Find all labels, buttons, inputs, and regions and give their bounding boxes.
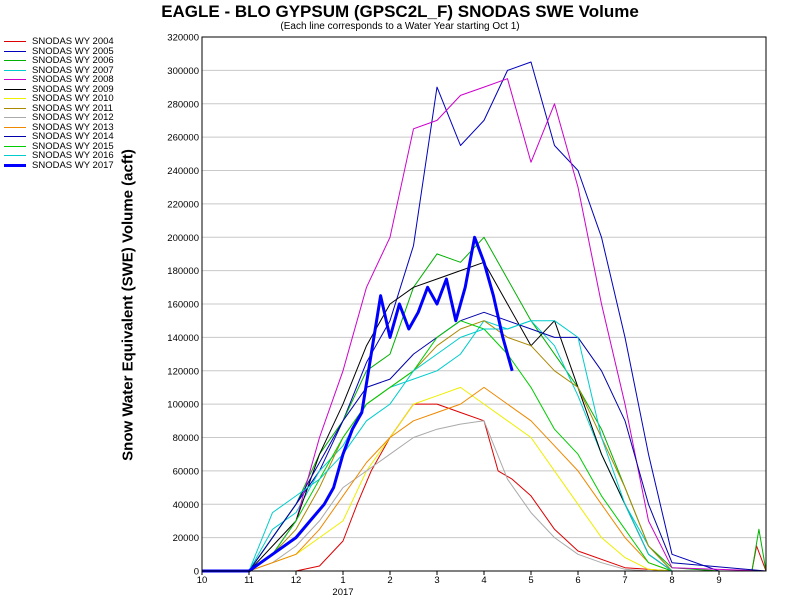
x-tick-label: 10 [197,575,208,586]
chart-title: EAGLE - BLO GYPSUM (GPSC2L_F) SNODAS SWE… [161,2,639,21]
y-tick-label: 240000 [167,166,199,177]
legend-label: SNODAS WY 2010 [32,93,114,104]
series-line [202,78,767,572]
x-tick-label: 5 [528,575,533,586]
legend-label: SNODAS WY 2009 [32,83,114,95]
y-tick-label: 280000 [167,99,199,110]
y-tick-label: 260000 [167,133,199,144]
x-tick-label: 7 [622,575,627,586]
y-tick-label: 60000 [173,466,199,477]
legend-item: SNODAS WY 2007 [4,64,134,76]
legend-item: SNODAS WY 2011 [4,102,134,114]
legend-item: SNODAS WY 2012 [4,113,134,123]
legend-label: SNODAS WY 2016 [32,150,114,161]
y-tick-label: 120000 [167,366,199,377]
legend-swatch [4,79,26,80]
series-lines [202,61,767,573]
legend-swatch [4,88,26,90]
legend-label: SNODAS WY 2008 [32,74,114,85]
x-tick-label: 1 [340,575,345,586]
x-tick-label: 8 [669,575,674,586]
y-tick-label: 80000 [173,433,199,444]
legend-label: SNODAS WY 2012 [32,112,114,123]
y-tick-label: 0 [194,567,199,578]
legend-swatch [4,107,26,109]
legend-swatch [4,60,26,61]
legend-swatch [4,155,26,156]
legend-item: SNODAS WY 2008 [4,75,134,85]
legend-label: SNODAS WY 2017 [32,159,114,171]
series-line [202,320,766,572]
series-line [202,235,514,573]
series-line [202,320,766,572]
legend-item: SNODAS WY 2016 [4,151,134,161]
x-tick-label: 2 [387,575,392,586]
legend-label: SNODAS WY 2015 [32,140,114,152]
x-tick-label: 6 [575,575,580,586]
legend-label: SNODAS WY 2004 [32,36,114,47]
legend-label: SNODAS WY 2013 [32,121,114,133]
y-axis-ticks: 0 20000 40000 60000 80000 100000 120000 140000 1… [167,33,199,578]
legend-swatch [4,50,26,52]
chart-subtitle: (Each line corresponds to a Water Year s… [280,21,520,32]
legend-swatch [4,69,26,71]
legend-item: SNODAS WY 2009 [4,83,134,95]
legend-item: SNODAS WY 2014 [4,132,134,142]
legend-swatch [4,41,26,42]
y-tick-label: 320000 [167,33,199,44]
x-tick-label: 9 [716,575,721,586]
legend-label: SNODAS WY 2006 [32,55,114,66]
legend-item: SNODAS WY 2013 [4,121,134,133]
chart-legend: SNODAS WY 2004 SNODAS WY 2005 SNODAS WY 20… [4,37,134,170]
x-year-label: 2017 [332,587,353,598]
y-tick-label: 40000 [173,500,199,511]
legend-swatch [4,163,26,167]
x-tick-label: 12 [291,575,302,586]
x-tick-label: 11 [244,575,254,586]
y-tick-label: 200000 [167,233,199,244]
legend-swatch [4,98,26,99]
legend-swatch [4,136,26,137]
y-tick-label: 300000 [167,66,199,77]
y-tick-label: 20000 [173,533,199,544]
series-line [202,420,766,572]
legend-item: SNODAS WY 2017 [4,159,134,171]
y-tick-label: 140000 [167,333,199,344]
series-line [202,261,766,572]
legend-swatch [4,145,26,147]
x-tick-label: 3 [434,575,439,586]
series-line [202,386,766,572]
legend-item: SNODAS WY 2006 [4,56,134,66]
legend-swatch [4,126,26,128]
y-tick-label: 160000 [167,300,199,311]
legend-label: SNODAS WY 2011 [32,102,113,114]
legend-label: SNODAS WY 2007 [32,64,114,76]
series-line [202,320,766,572]
legend-item: SNODAS WY 2010 [4,94,134,104]
legend-item: SNODAS WY 2004 [4,37,134,47]
legend-label: SNODAS WY 2005 [32,45,114,57]
legend-item: SNODAS WY 2005 [4,45,134,57]
legend-swatch [4,117,26,118]
y-tick-label: 180000 [167,266,199,277]
legend-label: SNODAS WY 2014 [32,131,114,142]
series-line [202,386,766,572]
y-tick-label: 100000 [167,400,199,411]
y-tick-label: 220000 [167,199,199,210]
legend-item: SNODAS WY 2015 [4,140,134,152]
x-tick-label: 4 [481,575,486,586]
